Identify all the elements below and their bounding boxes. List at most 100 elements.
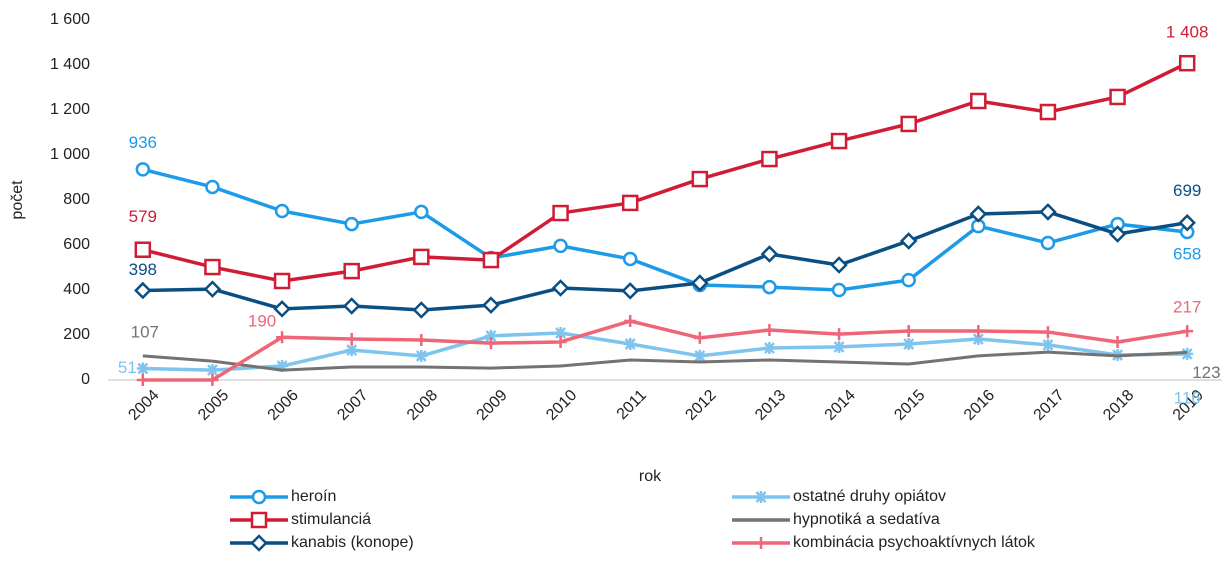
point	[134, 241, 152, 258]
point	[1041, 326, 1054, 339]
y-tick-label: 200	[63, 326, 90, 343]
point	[831, 282, 847, 298]
point	[554, 326, 567, 339]
point	[414, 204, 429, 220]
series-line	[142, 350, 1188, 372]
x-tick-label: 2007	[334, 387, 371, 424]
point	[415, 349, 428, 362]
x-tick-label: 2012	[682, 387, 719, 424]
point	[553, 238, 568, 254]
point	[1040, 235, 1056, 251]
point	[482, 296, 500, 314]
point	[1108, 225, 1127, 243]
x-tick-label: 2015	[891, 387, 928, 424]
point	[1178, 54, 1196, 72]
point	[902, 338, 915, 350]
point	[1109, 88, 1126, 106]
point	[273, 272, 291, 290]
legend-label: kombinácia psychoaktívnych látok	[793, 534, 1036, 551]
point	[552, 204, 569, 222]
legend-label: kanabis (konope)	[291, 534, 414, 551]
point	[693, 331, 706, 344]
data-label: 699	[1173, 181, 1201, 200]
data-label: 190	[248, 312, 276, 331]
point	[134, 281, 152, 300]
legend-item: heroín	[230, 488, 336, 505]
y-tick-label: 1 400	[50, 56, 90, 73]
point	[624, 338, 637, 350]
point	[899, 232, 918, 250]
point	[900, 115, 917, 133]
point	[901, 272, 916, 288]
data-label: 116	[1174, 388, 1201, 407]
data-label: 107	[131, 322, 159, 341]
point	[276, 331, 289, 344]
point	[206, 364, 219, 377]
legend-item: stimulanciá	[230, 511, 371, 529]
legend-label: hypnotiká a sedatíva	[793, 511, 940, 528]
point	[693, 349, 706, 362]
point	[205, 179, 220, 195]
x-tick-label: 2016	[961, 387, 998, 424]
point	[342, 297, 361, 315]
series-line	[142, 331, 1188, 372]
point	[691, 274, 709, 292]
point	[762, 279, 777, 295]
point	[621, 194, 639, 212]
point	[203, 280, 222, 298]
point	[276, 360, 289, 373]
point	[551, 279, 570, 297]
x-tick-label: 2014	[822, 387, 859, 424]
point	[833, 328, 846, 341]
y-tick-label: 400	[63, 281, 90, 298]
legend-label: stimulanciá	[291, 511, 371, 528]
data-label: 123	[1192, 363, 1220, 382]
point	[902, 324, 915, 337]
point	[136, 362, 149, 375]
x-tick-label: 2018	[1100, 387, 1137, 424]
point	[1041, 338, 1054, 351]
legend-item: ostatné druhy opiátov	[732, 488, 946, 505]
x-tick-label: 2013	[752, 387, 789, 424]
point	[250, 511, 268, 529]
y-tick-label: 0	[81, 371, 90, 388]
point	[412, 301, 431, 319]
y-tick-label: 600	[63, 236, 90, 253]
legend-item: hypnotiká a sedatíva	[732, 511, 940, 528]
point	[969, 205, 988, 223]
point	[691, 170, 709, 188]
point	[755, 491, 767, 503]
legend-item: kanabis (konope)	[230, 534, 414, 552]
legend-item: kombinácia psychoaktívnych látok	[732, 534, 1036, 551]
point	[972, 333, 985, 346]
y-tick-label: 1 000	[50, 146, 90, 163]
series: 579 1 408	[129, 23, 1208, 290]
point	[1039, 103, 1057, 121]
point	[136, 374, 149, 386]
x-axis-title: rok	[639, 468, 662, 485]
series-line	[142, 167, 1188, 292]
point	[1039, 203, 1057, 221]
data-label: 398	[129, 260, 157, 279]
point	[830, 256, 848, 274]
x-tick-label: 2010	[543, 387, 580, 424]
point	[763, 342, 776, 355]
data-label: 579	[129, 207, 157, 226]
point	[972, 324, 985, 337]
point	[345, 333, 358, 346]
legend-label: heroín	[291, 488, 336, 505]
data-label: 658	[1173, 244, 1201, 263]
point	[482, 251, 500, 269]
point	[415, 333, 428, 346]
legend-label: ostatné druhy opiátov	[793, 488, 946, 505]
point	[1178, 213, 1196, 232]
y-tick-label: 1 600	[50, 11, 90, 28]
x-tick-label: 2005	[195, 387, 232, 424]
point	[621, 282, 639, 300]
point	[484, 329, 497, 342]
point	[1181, 325, 1194, 338]
point	[274, 203, 290, 219]
point	[830, 132, 848, 150]
x-tick-label: 2008	[404, 387, 441, 424]
